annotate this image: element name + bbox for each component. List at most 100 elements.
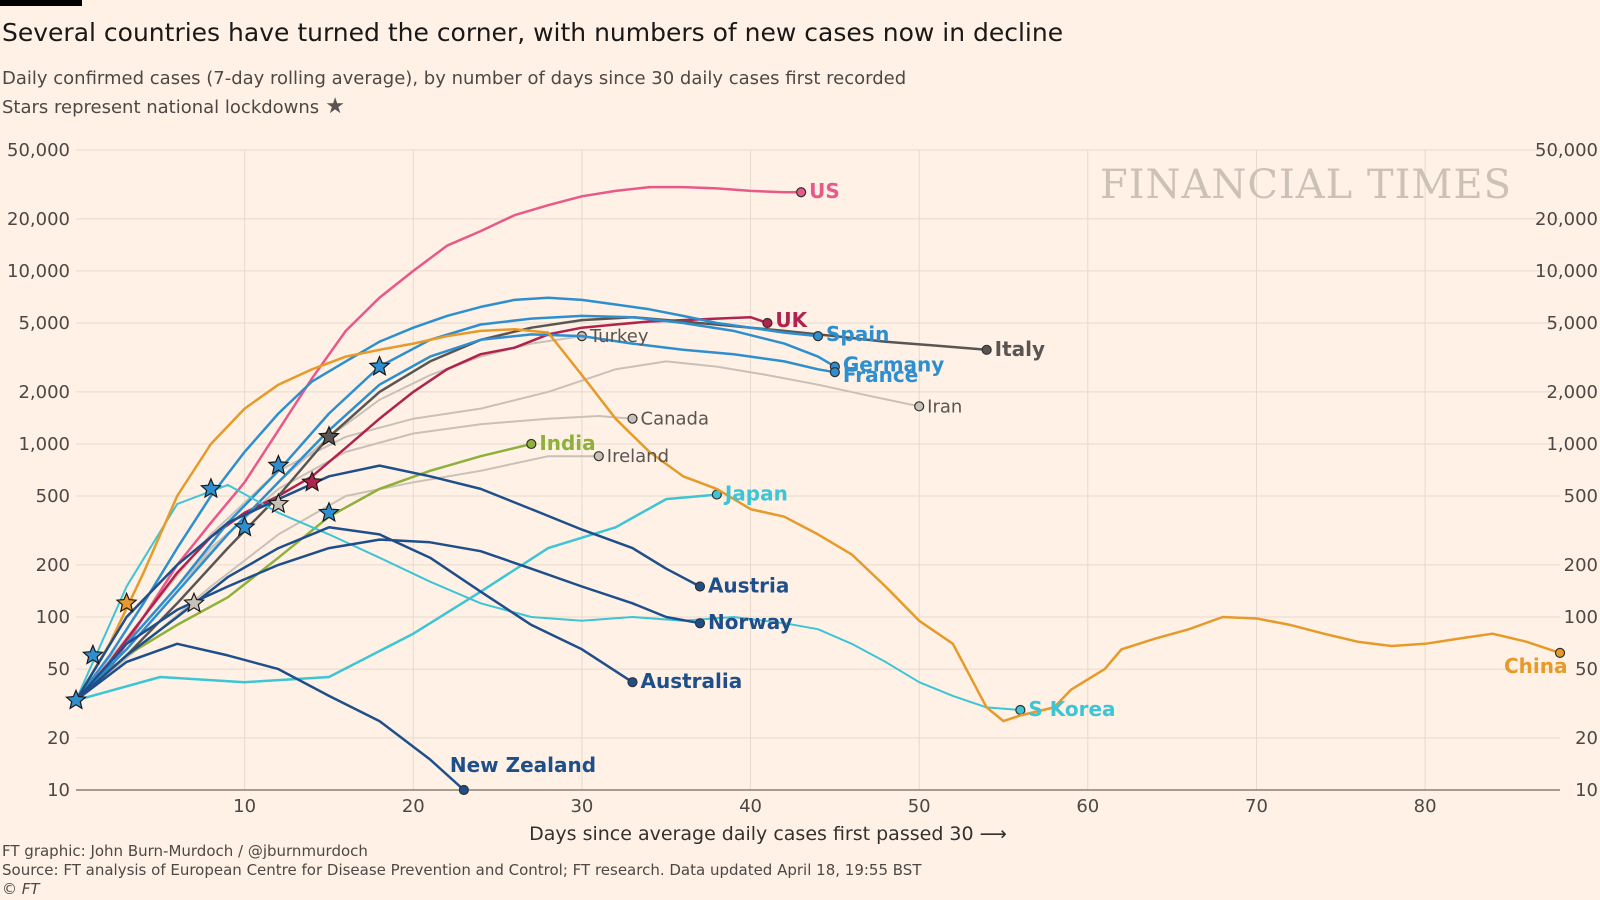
series-label-canada: Canada — [641, 409, 710, 430]
y-tick-label-right: 200 — [1564, 555, 1598, 576]
series-label-china: China — [1504, 654, 1568, 678]
footer-credit: FT graphic: John Burn-Murdoch / @jburnmu… — [2, 842, 368, 860]
chart-subtitle-lockdowns: Stars represent national lockdowns ★ — [2, 94, 345, 119]
x-tick-label: 70 — [1245, 796, 1268, 817]
series-label-norway: Norway — [708, 610, 793, 634]
series-endpoint-italy — [981, 344, 992, 355]
y-tick-label-right: 10,000 — [1535, 261, 1598, 282]
series-label-austria: Austria — [708, 574, 789, 598]
lockdown-star-icon — [267, 492, 290, 514]
series-label-ireland: Ireland — [607, 446, 669, 467]
series-label-iran: Iran — [927, 396, 962, 417]
x-tick-label: 20 — [402, 796, 425, 817]
series-line-iran — [75, 360, 921, 702]
series-line-italy — [74, 315, 988, 702]
series-label-new-zealand: New Zealand — [450, 753, 596, 777]
series-endpoint-iran — [914, 401, 925, 412]
series-endpoint-new-zealand — [458, 784, 469, 796]
x-axis-label: Days since average daily cases first pas… — [529, 823, 1007, 845]
x-tick-label: 40 — [739, 796, 762, 817]
series-label-india: India — [539, 431, 595, 455]
series-endpoint-spain — [812, 331, 824, 342]
series-endpoint-austria — [694, 581, 706, 592]
ft-watermark: FINANCIAL TIMES — [1100, 162, 1512, 208]
x-tick-label: 30 — [570, 796, 593, 817]
series-endpoint-norway — [694, 618, 706, 629]
y-tick-label-right: 50 — [1575, 659, 1598, 680]
series-endpoint-france — [829, 367, 840, 378]
series-label-japan: Japan — [723, 482, 788, 506]
series-label-germany: Germany — [843, 353, 944, 377]
y-tick-label-right: 50,000 — [1535, 140, 1598, 161]
y-tick-label-right: 10 — [1575, 780, 1598, 801]
lockdown-star-icon — [199, 477, 222, 499]
series-label-s-korea: S Korea — [1028, 697, 1115, 721]
y-tick-label-right: 2,000 — [1546, 382, 1598, 403]
series-endpoint-s-korea — [1015, 704, 1026, 716]
y-tick-label-left: 20,000 — [7, 209, 70, 230]
y-tick-label-right: 500 — [1564, 486, 1598, 507]
series-label-italy: Italy — [995, 337, 1045, 361]
series-endpoint-china — [1554, 647, 1566, 658]
series-label-turkey: Turkey — [589, 326, 649, 347]
lockdown-star-icon — [267, 454, 290, 475]
series-line-us — [74, 185, 803, 702]
lockdown-star-icon — [81, 643, 104, 665]
footer-copyright: © FT — [2, 880, 40, 898]
ft-top-bar — [0, 0, 82, 6]
x-tick-label: 60 — [1076, 796, 1099, 817]
footer-source: Source: FT analysis of European Centre f… — [2, 861, 922, 879]
lockdown-star-icon — [317, 501, 341, 523]
y-tick-label-left: 10 — [47, 780, 70, 801]
series-endpoint-canada — [627, 413, 638, 424]
series-endpoint-ireland — [593, 451, 604, 462]
y-tick-label-right: 20 — [1575, 728, 1598, 749]
y-tick-label-left: 20 — [47, 728, 70, 749]
lockdown-star-icon — [368, 355, 391, 376]
series-line-germany — [74, 314, 837, 702]
series-label-france: France — [843, 363, 918, 387]
series-line-austria — [74, 464, 702, 702]
series-line-china — [74, 328, 1562, 723]
lockdown-star-icon — [233, 515, 256, 537]
series-label-us: US — [809, 179, 840, 203]
lockdown-star-icon — [317, 425, 341, 447]
series-label-spain: Spain — [826, 322, 889, 346]
series-endpoint-india — [526, 438, 537, 450]
series-label-uk: UK — [775, 308, 808, 332]
lockdown-star-icon — [115, 591, 138, 613]
x-tick-label: 50 — [908, 796, 931, 817]
series-line-uk — [74, 315, 769, 702]
chart-title: Several countries have turned the corner… — [2, 18, 1064, 47]
series-line-s-korea — [75, 483, 1022, 711]
series-line-norway — [74, 538, 702, 702]
y-tick-label-right: 5,000 — [1546, 313, 1598, 334]
series-line-france — [74, 333, 837, 702]
lockdown-star-icon — [183, 591, 206, 613]
series-endpoint-us — [796, 187, 807, 198]
series-line-australia — [74, 526, 634, 702]
series-line-japan — [74, 493, 719, 702]
lockdown-star-icon — [65, 688, 87, 710]
y-tick-label-right: 100 — [1564, 607, 1598, 628]
star-icon: ★ — [325, 94, 345, 119]
y-tick-label-left: 50 — [47, 659, 70, 680]
lockdown-star-icon — [301, 470, 324, 492]
series-line-canada — [75, 415, 634, 702]
y-tick-label-left: 10,000 — [7, 261, 70, 282]
y-tick-label-left: 1,000 — [18, 434, 70, 455]
series-line-new-zealand — [74, 642, 466, 792]
y-tick-label-left: 500 — [36, 486, 70, 507]
series-line-ireland — [75, 455, 600, 702]
y-tick-label-left: 5,000 — [18, 313, 70, 334]
y-tick-label-right: 1,000 — [1546, 434, 1598, 455]
y-tick-label-left: 200 — [36, 555, 70, 576]
series-endpoint-australia — [627, 677, 638, 688]
series-line-spain — [74, 296, 820, 702]
x-tick-label: 80 — [1414, 796, 1437, 817]
lockdown-note: Stars represent national lockdowns — [2, 97, 320, 118]
y-tick-label-right: 20,000 — [1535, 209, 1598, 230]
y-tick-label-left: 50,000 — [7, 140, 70, 161]
x-tick-label: 10 — [233, 796, 256, 817]
